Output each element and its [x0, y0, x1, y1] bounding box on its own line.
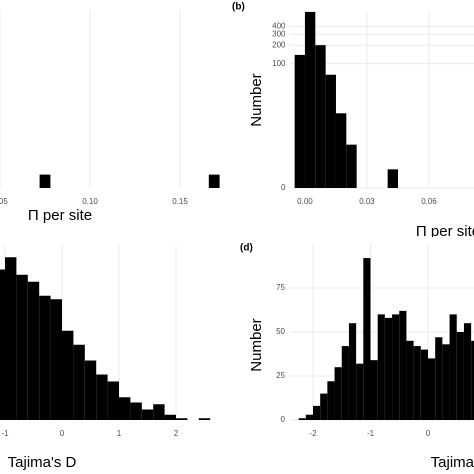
x-tick-label: -1 [367, 429, 375, 438]
y-tick-label: 0 [281, 415, 286, 424]
y-tick-label: 300 [272, 29, 286, 38]
bar [449, 314, 457, 420]
bar [315, 45, 326, 188]
bar [141, 409, 154, 420]
x-tick-label: -1 [1, 429, 9, 438]
bar [313, 405, 321, 420]
bar [428, 358, 436, 420]
panel: -2-1010255075Tajima's DNumber [248, 244, 474, 471]
bar [406, 340, 414, 420]
bar [39, 174, 51, 188]
bar [153, 404, 165, 420]
x-tick-label: 0 [426, 429, 431, 438]
bar [130, 402, 142, 420]
bar [198, 418, 211, 420]
bar [5, 257, 17, 420]
x-tick-label: 0.15 [172, 197, 188, 206]
bar [208, 174, 220, 188]
panel-label: (b) [232, 2, 245, 13]
bar [413, 346, 421, 420]
bar [96, 374, 108, 420]
bar [304, 11, 316, 188]
bar [39, 295, 51, 420]
bar [456, 332, 464, 420]
x-tick-label: -2 [309, 429, 317, 438]
y-tick-label: 75 [276, 283, 285, 292]
x-axis-title: Tajima's D [431, 454, 474, 471]
bar [341, 346, 349, 420]
bar [384, 317, 393, 420]
bar [335, 113, 347, 188]
bar [420, 349, 428, 420]
bar [107, 381, 119, 420]
bar [399, 310, 407, 420]
bar [463, 323, 472, 420]
bar [305, 414, 313, 420]
bar [346, 144, 357, 188]
x-axis-title: Tajima's D [8, 454, 77, 471]
bar [50, 299, 62, 420]
x-tick-label: 0.05 [0, 197, 8, 206]
y-tick-label: 200 [272, 40, 286, 49]
bar [164, 414, 176, 420]
bar [442, 344, 450, 420]
x-tick-label: 0 [60, 429, 65, 438]
y-axis-title: Number [248, 318, 265, 371]
bar [334, 367, 342, 420]
panel-label: (d) [240, 243, 253, 254]
bar [119, 397, 131, 420]
x-tick-label: 0.06 [421, 197, 437, 206]
bar [387, 169, 398, 188]
bar [320, 393, 328, 420]
x-tick-label: 0.03 [359, 197, 375, 206]
bar [84, 360, 97, 420]
bar [363, 258, 371, 420]
bar [294, 54, 305, 188]
x-axis-title: Π per site [416, 223, 474, 240]
bar [325, 74, 336, 188]
bar [377, 314, 385, 420]
y-tick-label: 100 [272, 59, 286, 68]
y-tick-label: 50 [276, 327, 285, 336]
x-tick-label: 2 [174, 429, 179, 438]
y-tick-label: 25 [276, 371, 285, 380]
bar [471, 340, 474, 420]
bar [370, 360, 378, 420]
bar [298, 418, 306, 420]
panel: 0.05 0.10 0.15 Π per site [0, 10, 220, 224]
bar [27, 281, 40, 420]
y-tick-label: 400 [272, 22, 286, 31]
bar [435, 337, 443, 420]
bar [0, 269, 5, 420]
bar [392, 314, 400, 420]
bar [16, 274, 28, 420]
x-tick-label: 1 [117, 429, 122, 438]
bar [176, 418, 188, 420]
bar [73, 344, 85, 420]
bar [327, 381, 335, 420]
bar [356, 363, 364, 420]
x-tick-label: 0.00 [297, 197, 313, 206]
y-tick-label: 0 [281, 183, 286, 192]
bar [62, 330, 74, 420]
panel: -1 0 1 2 Tajima's D [0, 245, 211, 471]
x-axis-title: Π per site [28, 207, 92, 224]
y-axis-title: Number [248, 73, 265, 126]
bar [348, 323, 357, 420]
x-tick-label: 0.10 [82, 197, 98, 206]
